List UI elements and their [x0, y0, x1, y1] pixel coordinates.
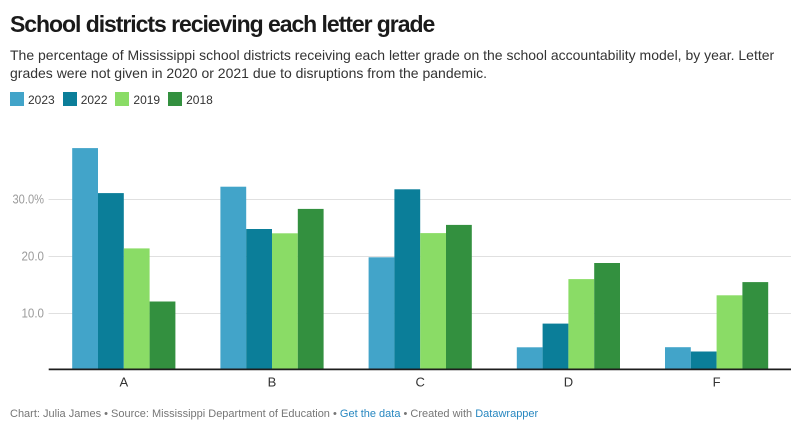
svg-text:D: D: [564, 375, 573, 390]
svg-text:10.0: 10.0: [22, 307, 45, 321]
svg-text:B: B: [268, 375, 277, 390]
svg-text:30.0%: 30.0%: [13, 193, 45, 207]
svg-text:C: C: [416, 375, 425, 390]
svg-text:F: F: [713, 375, 721, 390]
svg-text:20.0: 20.0: [22, 250, 45, 264]
svg-text:A: A: [119, 375, 128, 390]
